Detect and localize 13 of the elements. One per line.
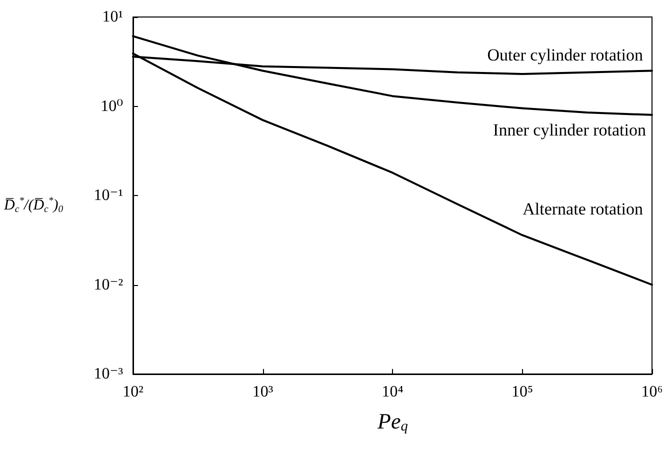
y-tick-label: 10⁻¹ <box>94 187 124 204</box>
annotation: Outer cylinder rotation <box>487 46 644 64</box>
annotation: Alternate rotation <box>522 200 644 218</box>
y-tick-label: 10¹ <box>102 8 124 26</box>
x-tick-label: 10⁴ <box>382 384 404 400</box>
x-tick-label: 10⁶ <box>641 384 663 400</box>
y-tick-label: 10⁰ <box>100 98 123 115</box>
x-tick-label: 10⁵ <box>511 384 534 400</box>
x-tick-label: 10³ <box>252 384 274 400</box>
y-tick-label: 10⁻² <box>94 276 124 294</box>
y-tick-label: 10⁻³ <box>94 366 124 382</box>
x-tick-label: 10² <box>122 384 144 400</box>
annotation: Inner cylinder rotation <box>493 120 646 140</box>
